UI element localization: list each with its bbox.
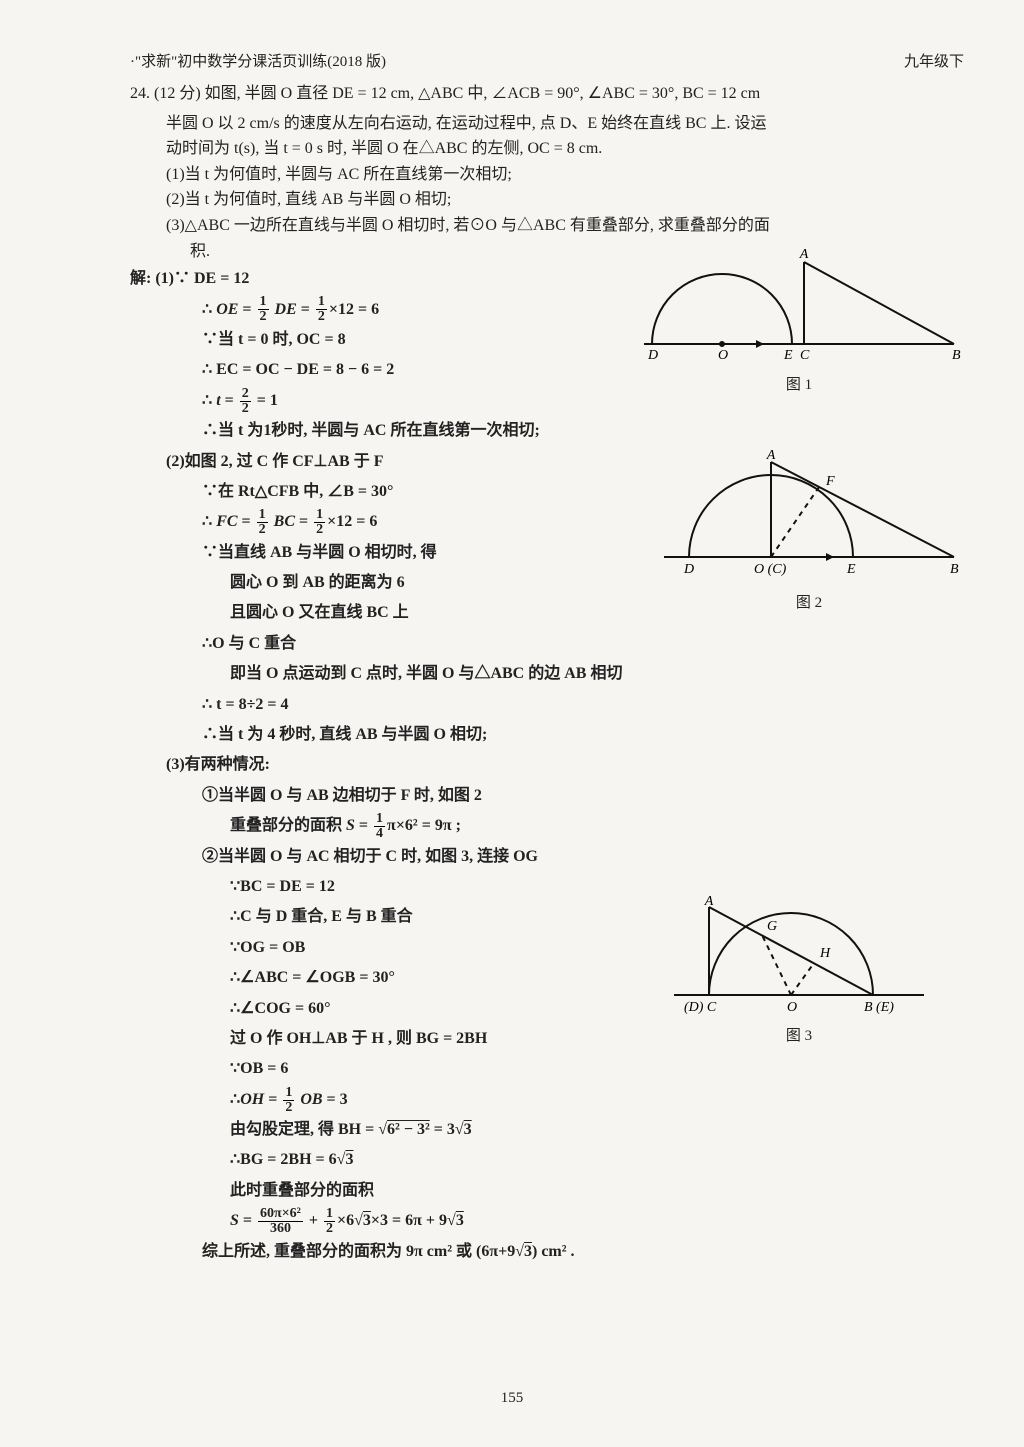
fig2-label-B: B — [950, 562, 959, 577]
concl-r: 3 — [524, 1243, 532, 1260]
p2-l8: ∴ t = 8÷2 = 4 — [130, 690, 964, 720]
figure-2-caption: 图 2 — [654, 591, 964, 612]
q-number: 24. — [130, 85, 150, 102]
p3-c2-h: ②当半圆 O 与 AC 相切于 C 时, 如图 3, 连接 OG — [130, 842, 964, 872]
p3-c2-8: ∴OH = 12 OB = 3 — [130, 1085, 964, 1115]
p3-c2-9r2: 3 — [464, 1121, 472, 1138]
figure-1-svg: A D O E C B — [634, 244, 964, 364]
q-stem-1: 如图, 半圆 O 直径 DE = 12 cm, △ABC 中, ∠ACB = 9… — [205, 85, 761, 102]
p2-l6: ∴O 与 C 重合 — [130, 629, 964, 659]
conclusion: 综上所述, 重叠部分的面积为 9π cm² 或 (6π+9√3) cm² . — [130, 1237, 964, 1267]
p3-c1-h: ①当半圆 O 与 AB 边相切于 F 时, 如图 2 — [130, 781, 964, 811]
p1-l5: ∴当 t 为1秒时, 半圆与 AC 所在直线第一次相切; — [130, 416, 964, 446]
fig2-label-F: F — [825, 474, 835, 489]
figure-3-svg: A G H (D) C O B (E) — [664, 895, 934, 1015]
p3-c2-7: ∵OB = 6 — [130, 1054, 964, 1084]
q-sub-2: (2)当 t 为何值时, 直线 AB 与半圆 O 相切; — [130, 187, 964, 213]
fig1-label-D: D — [647, 348, 658, 363]
p3-c2-12: S = 60π×6²360 + 12×6√3×3 = 6π + 9√3 — [130, 1206, 964, 1236]
p3-c2-11: 此时重叠部分的面积 — [130, 1176, 964, 1206]
frac-n: 60π×6² — [258, 1207, 303, 1222]
q-stem-2: 半圆 O 以 2 cm/s 的速度从左向右运动, 在运动过程中, 点 D、E 始… — [130, 111, 964, 137]
fig1-label-B: B — [952, 348, 961, 363]
fig2-label-A: A — [766, 448, 776, 463]
p3-c2-9b: = 3 — [430, 1121, 455, 1138]
r2: 3 — [456, 1212, 464, 1229]
fig1-label-E: E — [783, 348, 793, 363]
q-sub-3a: (3)△ABC 一边所在直线与半圆 O 相切时, 若⊙O 与△ABC 有重叠部分… — [130, 213, 964, 239]
page: ·"求新"初中数学分课活页训练(2018 版) 九年级下 24. (12 分) … — [0, 0, 1024, 1447]
concl-b: ) cm² . — [532, 1243, 575, 1260]
p3-c2-10: ∴BG = 2BH = 6√3 — [130, 1145, 964, 1175]
q-sub-1: (1)当 t 为何值时, 半圆与 AC 所在直线第一次相切; — [130, 162, 964, 188]
solution-part-1: A D O E C B 图 1 解: (1)∵ DE = 12 ∴ OE = 1… — [130, 264, 964, 446]
p3-c2-10a: ∴BG = 2BH = 6 — [230, 1151, 337, 1168]
fig2-label-OC: O (C) — [754, 562, 787, 577]
p3-c2-10r: 3 — [345, 1151, 353, 1168]
fig3-label-O: O — [787, 1000, 797, 1015]
p3-c2-9: 由勾股定理, 得 BH = √6² − 3² = 3√3 — [130, 1115, 964, 1145]
figure-3-box: A G H (D) C O B (E) 图 3 — [664, 895, 934, 1045]
solution-part-2: A F D O (C) E B 图 2 (2)如图 2, 过 C 作 CF⊥AB… — [130, 447, 964, 751]
fig3-label-DC: (D) C — [684, 1000, 717, 1015]
solution-part-3: (3)有两种情况: ①当半圆 O 与 AB 边相切于 F 时, 如图 2 重叠部… — [130, 750, 964, 1267]
p2-l7: 即当 O 点运动到 C 点时, 半圆 O 与△ABC 的边 AB 相切 — [130, 659, 964, 689]
r1: 3 — [363, 1212, 371, 1229]
figure-2-box: A F D O (C) E B 图 2 — [654, 447, 964, 612]
fig3-label-G: G — [767, 919, 777, 934]
p3-c2-9root: 6² − 3² — [387, 1121, 430, 1138]
frac-d: 360 — [258, 1222, 303, 1236]
p3-c1-l: 重叠部分的面积 S = 14π×6² = 9π ; — [130, 811, 964, 841]
figure-1-box: A D O E C B 图 1 — [634, 244, 964, 394]
fig1-label-O: O — [718, 348, 728, 363]
figure-1-caption: 图 1 — [634, 373, 964, 394]
header-left: ·"求新"初中数学分课活页训练(2018 版) — [130, 50, 386, 71]
fig3-label-A: A — [704, 895, 714, 909]
p2-l9: ∴当 t 为 4 秒时, 直线 AB 与半圆 O 相切; — [130, 720, 964, 750]
fig2-label-D: D — [683, 562, 694, 577]
fig3-label-BE: B (E) — [864, 1000, 894, 1015]
figure-2-svg: A F D O (C) E B — [654, 447, 964, 582]
problem-block: 24. (12 分) 如图, 半圆 O 直径 DE = 12 cm, △ABC … — [130, 81, 964, 264]
q-stem-3: 动时间为 t(s), 当 t = 0 s 时, 半圆 O 在△ABC 的左侧, … — [130, 136, 964, 162]
page-number: 155 — [0, 1390, 1024, 1407]
problem-line-1: 24. (12 分) 如图, 半圆 O 直径 DE = 12 cm, △ABC … — [130, 81, 964, 107]
concl-a: 综上所述, 重叠部分的面积为 9π cm² 或 (6π+9 — [202, 1243, 515, 1260]
p3-c2-9a: 由勾股定理, 得 BH = — [230, 1121, 378, 1138]
p3-head: (3)有两种情况: — [130, 750, 964, 780]
figure-3-caption: 图 3 — [664, 1024, 934, 1045]
q-points: (12 分) — [154, 85, 201, 102]
header-right: 九年级下 — [904, 50, 964, 71]
fig1-label-C: C — [800, 348, 810, 363]
page-header: ·"求新"初中数学分课活页训练(2018 版) 九年级下 — [130, 50, 964, 71]
tail: ×3 = 6π + 9 — [371, 1212, 447, 1229]
fig1-label-A: A — [799, 247, 809, 262]
fig3-label-H: H — [819, 946, 831, 961]
fig2-label-E: E — [846, 562, 856, 577]
